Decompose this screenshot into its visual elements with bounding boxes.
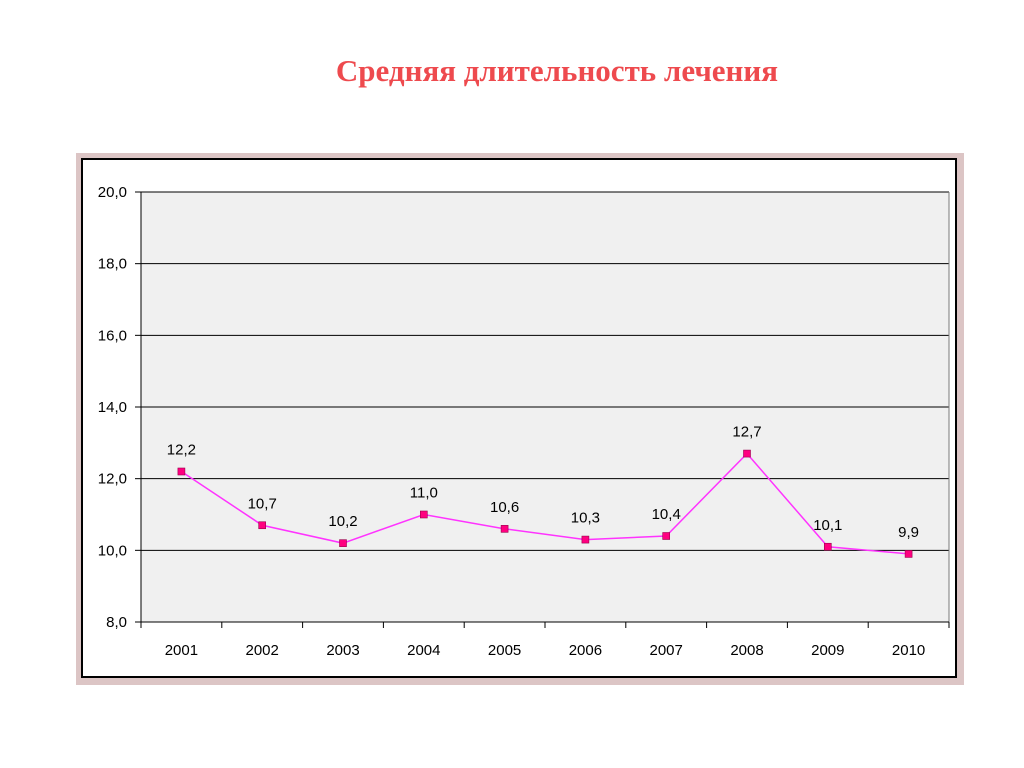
data-point-2001 xyxy=(177,467,186,476)
page-title: Средняя длительность лечения xyxy=(335,53,779,88)
data-point-2005 xyxy=(500,525,509,533)
data-point-2004 xyxy=(419,510,428,519)
data-label-2002: 10,7 xyxy=(248,495,277,512)
x-tick-label-2001: 2001 xyxy=(165,642,198,659)
data-label-2007: 10,4 xyxy=(652,506,681,523)
data-point-2006 xyxy=(581,535,590,544)
y-tick-label-1: 10,0 xyxy=(98,542,127,559)
x-tick-label-2005: 2005 xyxy=(488,642,521,659)
series-line-0 xyxy=(180,452,909,555)
x-tick-label-2004: 2004 xyxy=(407,642,440,659)
data-label-2010: 9,9 xyxy=(898,524,919,541)
x-tick-label-2006: 2006 xyxy=(569,642,602,659)
y-tick-label-3: 14,0 xyxy=(98,399,127,416)
data-label-2005: 10,6 xyxy=(490,499,519,516)
data-label-2008: 12,7 xyxy=(732,424,761,441)
data-point-2007 xyxy=(662,532,671,540)
y-tick-label-2: 12,0 xyxy=(98,471,127,488)
y-tick-label-5: 18,0 xyxy=(98,256,127,273)
y-tick-label-4: 16,0 xyxy=(98,327,127,344)
x-tick-label-2010: 2010 xyxy=(892,642,925,659)
y-tick-label-6: 20,0 xyxy=(98,184,127,201)
x-tick-label-2002: 2002 xyxy=(246,642,279,659)
y-tick-label-0: 8,0 xyxy=(106,614,127,631)
data-point-2008 xyxy=(743,449,751,458)
x-tick-label-2008: 2008 xyxy=(730,642,763,659)
data-point-2009 xyxy=(823,542,832,551)
x-tick-label-2007: 2007 xyxy=(650,642,683,659)
data-label-2009: 10,1 xyxy=(813,517,842,534)
data-label-2004: 11,0 xyxy=(410,485,438,502)
data-point-2002 xyxy=(258,521,267,530)
x-tick-label-2009: 2009 xyxy=(811,642,844,659)
x-tick-label-2003: 2003 xyxy=(326,642,359,659)
data-label-2006: 10,3 xyxy=(571,510,600,527)
data-point-2010 xyxy=(904,550,913,558)
data-point-2003 xyxy=(339,539,347,547)
data-label-2003: 10,2 xyxy=(328,513,357,530)
data-label-2001: 12,2 xyxy=(167,442,196,459)
